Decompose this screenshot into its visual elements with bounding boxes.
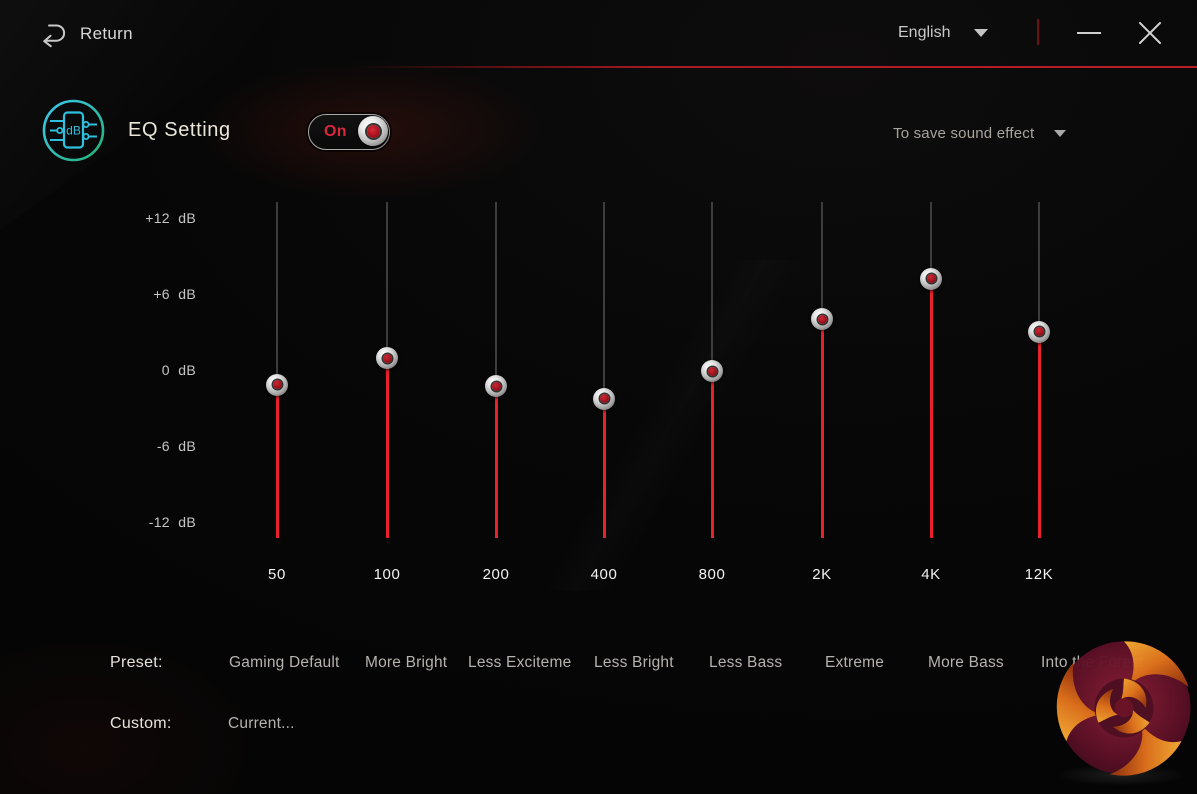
db-scale-label: -12 dB: [148, 514, 196, 530]
close-icon: [1139, 22, 1161, 44]
preset-option-gaming-default[interactable]: Gaming Default: [229, 654, 340, 671]
eq-knob-4k[interactable]: [920, 267, 942, 290]
return-label: Return: [80, 24, 133, 43]
db-scale-label: +6 dB: [153, 286, 196, 302]
knob-center-dot: [1034, 327, 1044, 337]
knob-center-dot: [491, 381, 501, 391]
toggle-knob-dot: [366, 124, 380, 138]
eq-knob-12k[interactable]: [1028, 320, 1050, 343]
preset-row-label: Preset:: [110, 654, 163, 671]
slider-track-upper: [495, 202, 497, 387]
chevron-down-icon: [1054, 129, 1067, 137]
db-scale: +12 dB +6 dB 0 dB -6 dB -12 dB: [108, 0, 196, 794]
eq-slider-200[interactable]: [485, 202, 507, 538]
knob-center-dot: [926, 274, 936, 284]
freq-label: 200: [482, 566, 510, 583]
language-label: English: [898, 24, 951, 41]
eq-slider-100[interactable]: [376, 202, 398, 538]
titlebar-divider: [1037, 19, 1039, 45]
eq-on-toggle[interactable]: On: [308, 114, 390, 150]
brand-swirl-logo: [1048, 630, 1197, 782]
preset-option-more-bass[interactable]: More Bass: [928, 654, 1004, 671]
header-accent-line: [0, 66, 1197, 68]
return-icon: [38, 21, 68, 48]
toggle-state-label: On: [324, 123, 347, 140]
eq-slider-400[interactable]: [593, 202, 615, 538]
eq-slider-2k[interactable]: [811, 202, 833, 538]
slider-track-upper: [821, 202, 823, 320]
slider-track-lower: [602, 398, 606, 538]
db-scale-label: +12 dB: [145, 210, 196, 226]
eq-slider-800[interactable]: [701, 202, 723, 538]
slider-track-lower: [929, 278, 933, 538]
eq-knob-50[interactable]: [266, 373, 288, 396]
eq-knob-400[interactable]: [593, 387, 615, 410]
svg-text:dB: dB: [66, 124, 81, 138]
knob-center-dot: [817, 314, 827, 324]
slider-track-lower: [385, 358, 389, 538]
freq-label: 4K: [921, 566, 941, 583]
minimize-icon: [1077, 31, 1101, 35]
freq-label: 2K: [812, 566, 832, 583]
eq-knob-200[interactable]: [485, 375, 507, 398]
slider-track-upper: [276, 202, 278, 385]
minimize-button[interactable]: [1070, 18, 1108, 48]
slider-track-upper: [386, 202, 388, 359]
custom-row-label: Custom:: [110, 715, 172, 732]
db-scale-label: 0 dB: [161, 362, 196, 378]
background-glow-bottom-left: [0, 560, 420, 794]
preset-option-less-bright[interactable]: Less Bright: [594, 654, 674, 671]
knob-center-dot: [599, 394, 609, 404]
save-sound-effect-label: To save sound effect: [893, 124, 1035, 142]
freq-label: 50: [268, 566, 286, 583]
knob-center-dot: [272, 380, 282, 390]
eq-slider-12k[interactable]: [1028, 202, 1050, 538]
eq-knob-2k[interactable]: [811, 308, 833, 331]
chevron-down-icon: [974, 29, 989, 37]
language-dropdown[interactable]: English: [898, 18, 1010, 48]
preset-option-extreme[interactable]: Extreme: [825, 654, 885, 671]
custom-option-current-[interactable]: Current...: [228, 715, 295, 732]
slider-track-upper: [1038, 202, 1040, 332]
knob-center-dot: [382, 353, 392, 363]
freq-label: 100: [373, 566, 401, 583]
return-button[interactable]: Return: [38, 17, 148, 51]
slider-track-upper: [930, 202, 932, 279]
background-red-glow: [180, 20, 600, 220]
slider-track-lower: [275, 384, 279, 538]
eq-knob-100[interactable]: [376, 347, 398, 370]
eq-db-icon: dB: [41, 98, 106, 163]
slider-track-lower: [494, 386, 498, 538]
eq-slider-50[interactable]: [266, 202, 288, 538]
page-title: EQ Setting: [128, 119, 231, 141]
freq-label: 12K: [1024, 566, 1054, 583]
freq-label: 800: [698, 566, 726, 583]
slider-track-lower: [710, 371, 714, 538]
save-sound-effect-dropdown[interactable]: To save sound effect: [893, 120, 1083, 146]
eq-knob-800[interactable]: [701, 360, 723, 382]
toggle-knob[interactable]: [358, 116, 388, 146]
knob-center-dot: [707, 366, 717, 376]
slider-track-lower: [1037, 331, 1041, 538]
background-streak: [420, 260, 920, 590]
db-scale-label: -6 dB: [156, 438, 196, 454]
freq-label: 400: [590, 566, 618, 583]
preset-option-less-bass[interactable]: Less Bass: [709, 654, 783, 671]
slider-track-upper: [603, 202, 605, 399]
slider-track-upper: [711, 202, 713, 371]
preset-option-more-bright[interactable]: More Bright: [365, 654, 448, 671]
slider-track-lower: [820, 319, 824, 538]
close-button[interactable]: [1131, 16, 1169, 50]
preset-option-less-exciteme[interactable]: Less Exciteme: [468, 654, 572, 671]
eq-slider-4k[interactable]: [920, 202, 942, 538]
